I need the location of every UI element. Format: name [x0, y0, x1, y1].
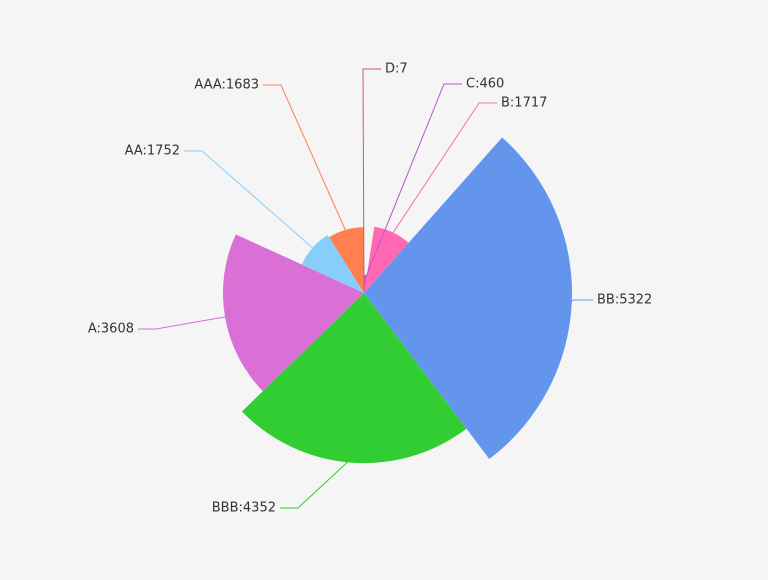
label-line — [184, 151, 316, 250]
data-label: C:460 — [466, 77, 504, 92]
label-line — [263, 85, 347, 234]
label-line — [138, 316, 229, 329]
data-label: B:1717 — [501, 96, 547, 111]
label-line — [568, 300, 593, 301]
label-line — [280, 459, 351, 508]
data-label: AA:1752 — [125, 144, 180, 159]
data-label: AAA:1683 — [194, 78, 259, 93]
data-label: A:3608 — [88, 322, 134, 337]
data-label: BB:5322 — [597, 293, 652, 308]
data-label: D:7 — [385, 62, 408, 77]
data-label: BBB:4352 — [212, 501, 276, 516]
